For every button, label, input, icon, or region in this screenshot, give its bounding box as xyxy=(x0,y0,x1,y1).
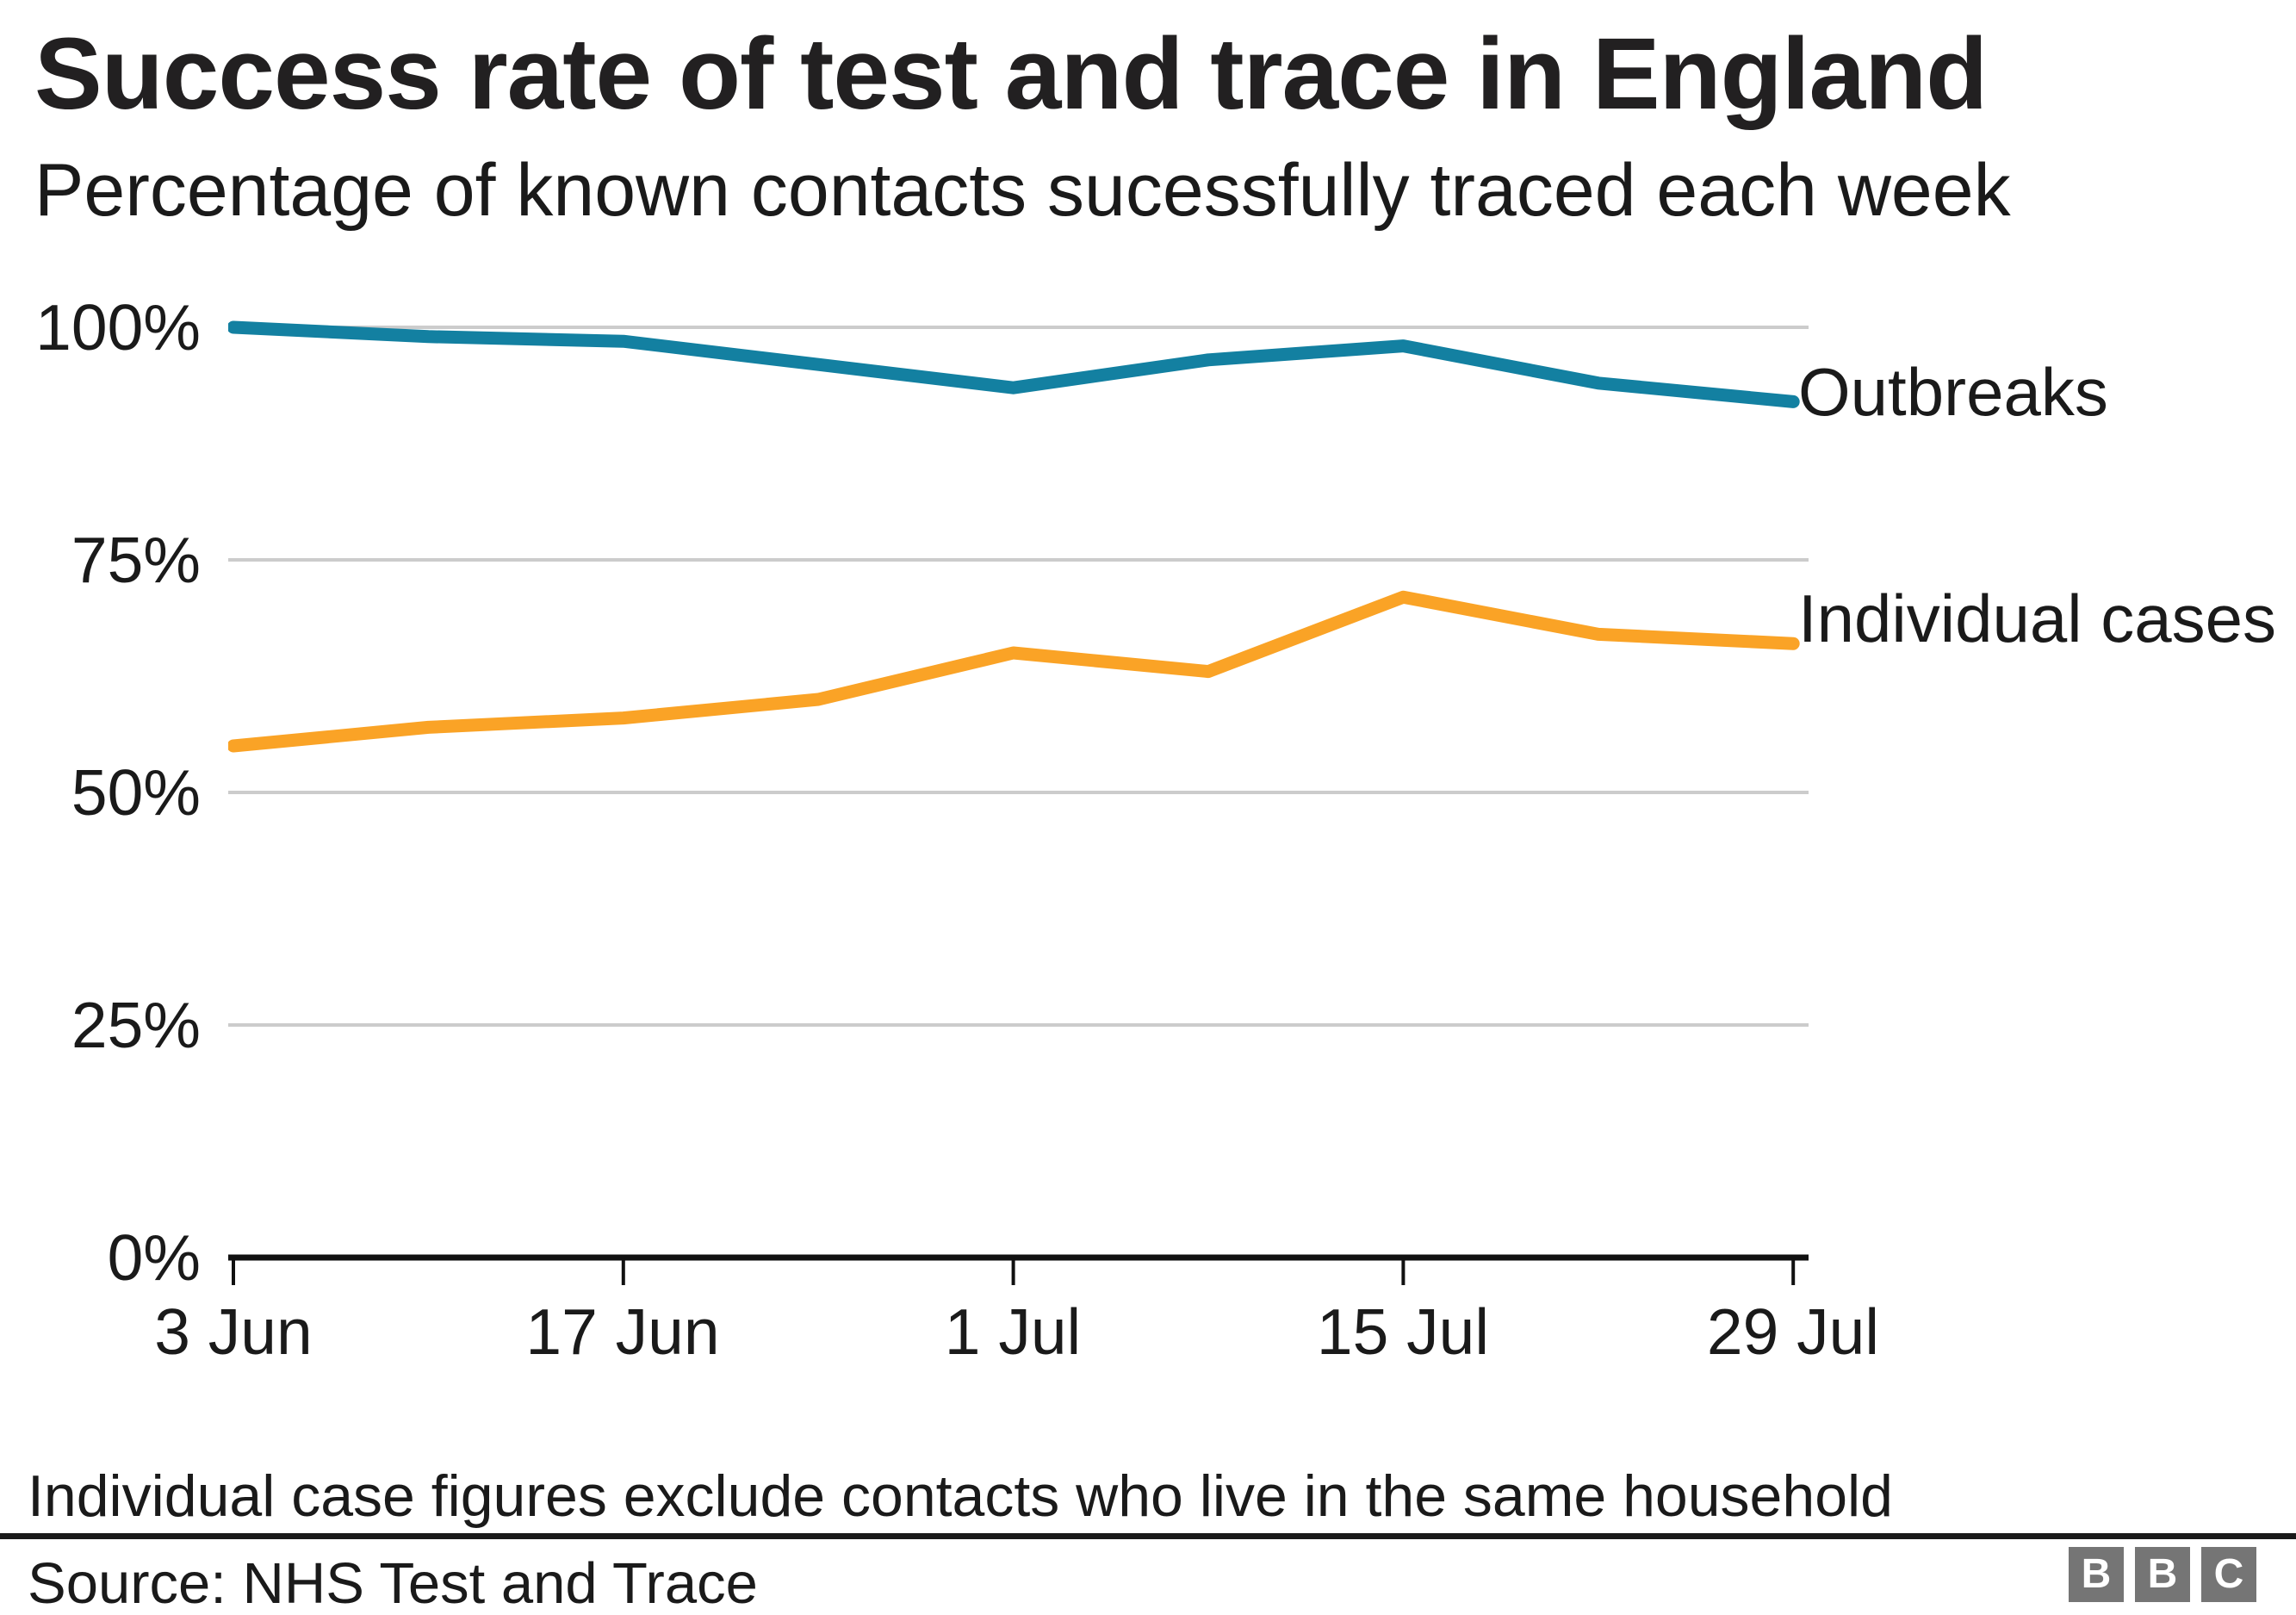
y-tick-label-100: 100% xyxy=(35,291,201,363)
individual-cases-line xyxy=(228,590,1800,753)
source-credit: Source: NHS Test and Trace xyxy=(28,1551,758,1615)
x-tick-label-29jul: 29 Jul xyxy=(1706,1295,1880,1368)
outbreaks-line xyxy=(228,320,1800,408)
x-tick-label-15jul: 15 Jul xyxy=(1316,1295,1490,1368)
y-tick-label-75: 75% xyxy=(71,524,201,596)
series-label-outbreaks: Outbreaks xyxy=(1798,354,2108,430)
x-tick-label-3jun: 3 Jun xyxy=(154,1295,313,1368)
page-subtitle: Percentage of known contacts sucessfully… xyxy=(34,149,2011,232)
page-title: Success rate of test and trace in Englan… xyxy=(34,17,1988,131)
x-tick-label-17jun: 17 Jun xyxy=(525,1295,720,1368)
y-tick-label-50: 50% xyxy=(71,756,201,829)
series-lines xyxy=(228,320,1800,753)
y-tick-label-25: 25% xyxy=(71,989,201,1061)
line-chart-plot-area xyxy=(228,320,1809,1285)
footer-divider xyxy=(0,1533,2296,1539)
x-tick-label-1jul: 1 Jul xyxy=(944,1295,1082,1368)
footnote: Individual case figures exclude contacts… xyxy=(28,1463,1893,1529)
x-axis xyxy=(228,1254,1809,1285)
bbc-logo-letter-b2: B xyxy=(2135,1547,2190,1602)
bbc-logo: B B C xyxy=(2069,1547,2256,1602)
series-label-individual-cases: Individual cases xyxy=(1798,581,2276,656)
y-tick-label-0: 0% xyxy=(107,1221,201,1294)
bbc-logo-letter-c: C xyxy=(2201,1547,2256,1602)
bbc-logo-letter-b1: B xyxy=(2069,1547,2124,1602)
gridlines xyxy=(228,326,1809,1027)
